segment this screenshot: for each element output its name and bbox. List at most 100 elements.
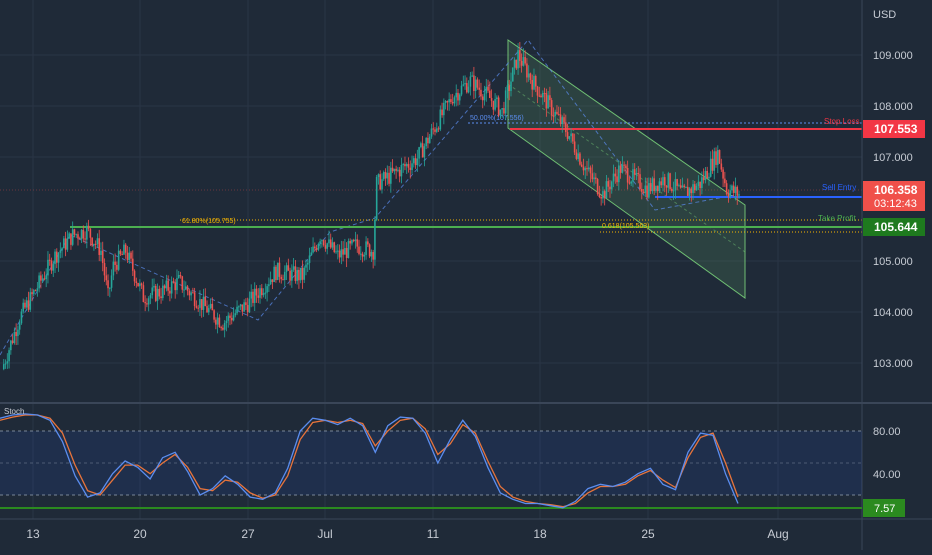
candles-series[interactable] — [2, 41, 740, 371]
candle-body — [610, 181, 613, 190]
candle-body — [626, 168, 629, 183]
candle-body — [15, 332, 17, 337]
candle-body — [663, 177, 666, 186]
candle-body — [333, 242, 336, 253]
candle-body — [453, 97, 456, 104]
candle-body — [729, 190, 731, 197]
candle-body — [704, 170, 707, 181]
candle-body — [2, 364, 5, 370]
candle-body — [139, 283, 141, 287]
candle-body — [598, 193, 601, 197]
candle-body — [89, 228, 92, 238]
candle-body — [147, 298, 150, 305]
candle-body — [683, 185, 686, 187]
candle-body — [246, 305, 249, 313]
candle-body — [98, 238, 101, 255]
candle-body — [264, 292, 267, 294]
price-tick-label: 108.000 — [873, 101, 913, 113]
candle-body — [529, 73, 532, 80]
candle-body — [628, 182, 631, 184]
candle-body — [738, 194, 740, 196]
candle-body — [651, 178, 654, 192]
candle-body — [128, 252, 131, 261]
candle-body — [199, 299, 201, 308]
candle-body — [291, 269, 293, 281]
candle-body — [577, 153, 579, 159]
candle-body — [531, 79, 534, 90]
candle-body — [370, 252, 373, 257]
price-tick-label: 109.000 — [873, 50, 913, 62]
candle-body — [702, 177, 705, 181]
candle-body — [467, 86, 470, 93]
candle-body — [644, 185, 647, 194]
stoch-value-tag-bg — [863, 499, 905, 517]
candle-body — [623, 164, 625, 166]
candle-body — [393, 168, 396, 172]
candle-body — [559, 114, 562, 125]
candle-body — [540, 95, 542, 98]
candle-body — [289, 270, 291, 281]
candle-body — [20, 311, 23, 324]
candle-body — [612, 173, 615, 182]
candle-body — [715, 151, 717, 165]
candle-body — [457, 92, 459, 101]
candle-body — [312, 246, 314, 253]
candle-body — [220, 327, 222, 329]
candle-body — [361, 253, 364, 257]
candle-body — [672, 190, 675, 192]
candle-body — [335, 251, 337, 253]
candle-body — [27, 300, 30, 310]
candle-body — [557, 113, 560, 115]
candle-body — [38, 275, 40, 289]
candle-body — [195, 306, 198, 308]
candle-body — [434, 129, 436, 132]
time-tick-label: 20 — [133, 527, 147, 541]
candle-body — [36, 288, 39, 291]
candle-body — [694, 184, 696, 191]
fib-50-label: 50.00%(107.556) — [470, 115, 524, 122]
current-price-tag: 106.358 — [874, 183, 918, 197]
candle-body — [713, 151, 716, 171]
candle-body — [306, 262, 309, 265]
candle-body — [591, 173, 594, 180]
candle-body — [374, 219, 376, 260]
candle-body — [34, 290, 37, 292]
stoch-tick-label: 40.00 — [873, 469, 901, 481]
candle-body — [4, 363, 7, 365]
candle-body — [287, 265, 290, 271]
candle-body — [671, 188, 673, 192]
candle-body — [727, 193, 730, 197]
candle-body — [478, 87, 480, 90]
candle-body — [466, 83, 468, 93]
candle-body — [82, 229, 85, 239]
candle-body — [160, 296, 162, 299]
candle-body — [549, 95, 551, 101]
candle-body — [209, 303, 212, 309]
candle-body — [133, 270, 136, 282]
candle-body — [11, 340, 14, 344]
candle-body — [123, 244, 125, 255]
price-axis: 109.000 108.000 107.000 105.000 104.000 103.0… — [873, 50, 913, 370]
candle-body — [706, 170, 708, 179]
candle-body — [338, 250, 341, 258]
wave-path — [0, 39, 736, 356]
candle-body — [451, 101, 454, 104]
candle-body — [674, 179, 677, 191]
candle-body — [397, 169, 399, 171]
candle-body — [358, 246, 360, 254]
candle-body — [13, 332, 16, 344]
candle-body — [294, 266, 297, 281]
candle-body — [428, 136, 431, 144]
candle-body — [186, 286, 189, 291]
candle-body — [238, 306, 240, 308]
candle-body — [660, 181, 663, 186]
candle-body — [10, 340, 12, 351]
candle-body — [547, 95, 549, 109]
candle-body — [720, 163, 723, 170]
candle-body — [352, 240, 355, 242]
candle-body — [200, 299, 203, 310]
candle-body — [308, 255, 311, 263]
candle-body — [172, 281, 175, 283]
